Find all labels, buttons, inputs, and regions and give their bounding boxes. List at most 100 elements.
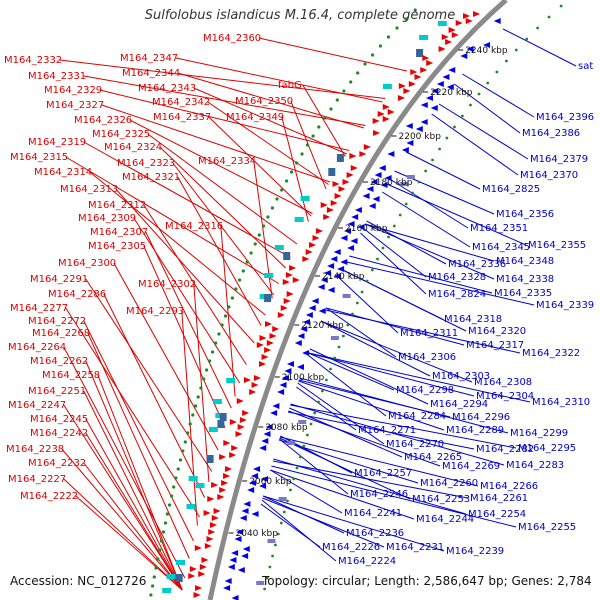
label-connector (362, 227, 427, 278)
reverse-gene-label: M164_2355 (528, 240, 586, 251)
genome-backbone (207, 0, 508, 600)
reverse-gene-arrow (327, 287, 335, 293)
label-connector (360, 232, 427, 295)
label-connector (271, 465, 517, 528)
reverse-gene-arrow (241, 553, 249, 559)
tick-label: 2060 kbp (249, 477, 292, 487)
accession-text: Accession: NC_012726 (10, 574, 147, 588)
reverse-gene-arrow (354, 207, 362, 213)
forward-gene-arrow (195, 585, 203, 591)
forward-gene-arrow (236, 398, 244, 404)
gc-dot (238, 278, 242, 282)
reverse-gene-label: M164_2356 (496, 209, 554, 220)
forward-gene-arrow (451, 32, 459, 38)
label-connector (63, 478, 183, 591)
label-connector (364, 223, 495, 262)
reverse-gene-arrow (378, 165, 386, 171)
reverse-gene-label: M164_2311 (400, 328, 458, 339)
reverse-gene-arrow (251, 473, 259, 479)
gc-dot (360, 290, 364, 294)
forward-gene-label: M164_2247 (8, 400, 66, 411)
reverse-gene-arrow (357, 224, 365, 230)
gc-dot (386, 35, 391, 39)
forward-gene-arrow (338, 186, 346, 192)
forward-gene-arrow (438, 46, 446, 52)
gc-dot (337, 345, 341, 349)
tick-label: 2120 kbp (301, 321, 344, 331)
reverse-gene-arrow (243, 501, 251, 507)
gc-dot (370, 53, 375, 57)
reverse-gene-arrow (425, 95, 433, 101)
gc-dot (223, 314, 228, 318)
label-connector (177, 72, 365, 129)
forward-gene-label: M164_2268 (32, 328, 90, 339)
tick-label: 2180 kbp (370, 178, 413, 188)
reverse-gene-arrow (343, 228, 351, 234)
reverse-gene-arrow (350, 238, 358, 244)
label-connector (143, 245, 226, 428)
reverse-gene-label: M164_2282 (476, 444, 534, 455)
reverse-gene-arrow (384, 175, 392, 181)
orf-block (328, 168, 336, 176)
gc-dot (270, 206, 274, 210)
gc-dot (257, 233, 261, 237)
gc-dot (329, 107, 333, 111)
label-connector (261, 499, 337, 562)
reverse-gene-arrow (227, 564, 235, 570)
reverse-gene-label: M164_2320 (468, 326, 526, 337)
forward-gene-label: M164_2258 (42, 370, 100, 381)
gc-dot (286, 499, 289, 503)
reverse-gene-label: M164_2351 (470, 223, 528, 234)
forward-gene-arrow (219, 454, 227, 460)
gc-dot (202, 377, 206, 381)
label-connector (389, 178, 469, 229)
orf-block (186, 504, 196, 509)
reverse-gene-label: M164_2253 (412, 494, 470, 505)
gc-dot (317, 125, 321, 129)
forward-gene-arrow (235, 431, 243, 437)
label-connector (75, 495, 183, 591)
orf-block (419, 35, 429, 40)
forward-gene-label: M164_2327 (46, 100, 104, 111)
forward-gene-label: M164_2344 (122, 68, 180, 79)
tick-label: 2140 kbp (322, 272, 365, 282)
reverse-gene-arrow (239, 515, 247, 521)
orf-block (416, 49, 424, 57)
reverse-gene-label: M164_2236 (346, 528, 404, 539)
reverse-gene-arrow (305, 312, 313, 318)
forward-gene-label: M164_2242 (30, 428, 88, 439)
forward-gene-arrow (264, 347, 272, 353)
gc-dot (329, 367, 332, 371)
label-connector (159, 146, 287, 269)
label-connector (63, 346, 186, 579)
gc-dot (370, 268, 374, 272)
gc-dot (306, 433, 309, 437)
forward-gene-label: M164_2262 (30, 356, 88, 367)
reverse-gene-arrow (259, 445, 267, 451)
reverse-gene-label: M164_2308 (474, 377, 532, 388)
gc-dot (205, 368, 209, 372)
reverse-gene-arrow (415, 126, 423, 132)
label-connector (298, 380, 445, 431)
forward-gene-arrow (237, 424, 245, 430)
label-connector (325, 307, 397, 358)
reverse-gene-arrow (279, 382, 287, 388)
gc-dot (525, 37, 529, 41)
orf-block (219, 413, 227, 421)
forward-gene-arrow (269, 333, 277, 339)
gc-dot (547, 15, 551, 19)
forward-gene-arrow (280, 305, 288, 311)
forward-gene-arrow (473, 11, 481, 17)
forward-gene-arrow (201, 557, 209, 563)
label-connector (270, 469, 343, 514)
forward-gene-arrow (194, 545, 202, 551)
forward-gene-arrow (256, 342, 264, 348)
forward-gene-arrow (203, 510, 211, 516)
label-connector (342, 269, 467, 332)
reverse-gene-label: M164_2338 (496, 274, 554, 285)
reverse-gene-arrow (374, 172, 382, 178)
label-connector (290, 404, 517, 449)
forward-gene-label: M164_2342 (152, 97, 210, 108)
